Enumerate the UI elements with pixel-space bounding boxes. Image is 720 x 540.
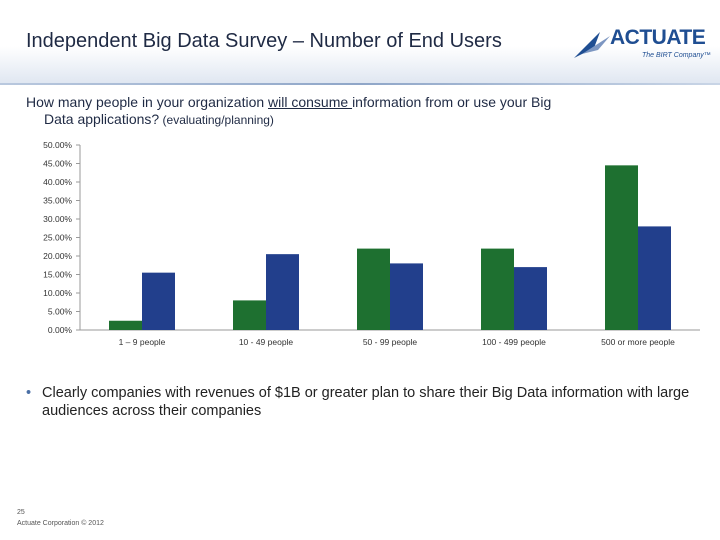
bar <box>390 263 423 330</box>
x-category-label: 1 – 9 people <box>119 337 166 347</box>
bullet-dot-icon: • <box>26 385 32 401</box>
bar <box>638 226 671 330</box>
logo-wordmark: ACTUATE <box>610 26 706 49</box>
x-category-label: 100 - 499 people <box>482 337 546 347</box>
y-tick-label: 20.00% <box>43 251 72 261</box>
footer-copyright: Actuate Corporation © 2012 <box>17 520 104 527</box>
bullet-point: • Clearly companies with revenues of $1B… <box>26 384 696 420</box>
y-tick-label: 40.00% <box>43 177 72 187</box>
question-pre: How many people in your organization <box>26 94 269 110</box>
y-tick-label: 30.00% <box>43 214 72 224</box>
y-tick-label: 10.00% <box>43 288 72 298</box>
question-underlined: will consume <box>268 94 353 110</box>
y-tick-label: 25.00% <box>43 233 72 243</box>
bar <box>514 267 547 330</box>
header-rule <box>0 83 720 85</box>
header-band <box>0 0 720 84</box>
y-tick-label: 15.00% <box>43 270 72 280</box>
bar <box>357 248 390 330</box>
question-post: information from or use your Big <box>352 94 552 110</box>
bar <box>481 248 514 330</box>
y-tick-label: 35.00% <box>43 196 72 206</box>
bar-chart: 0.00% 5.00% 10.00% 15.00% 20.00% 25.00% 30.00%… <box>43 140 700 347</box>
x-category-label: 50 - 99 people <box>363 337 418 347</box>
slide-title: Independent Big Data Survey – Number of … <box>26 30 502 52</box>
bar <box>109 320 142 330</box>
y-tick-label: 45.00% <box>43 159 72 169</box>
x-category-label: 10 - 49 people <box>239 337 294 347</box>
question-line2: Data applications? <box>44 111 160 127</box>
y-tick-label: 0.00% <box>48 325 73 335</box>
x-category-label: 500 or more people <box>601 337 675 347</box>
logo-tagline: The BIRT Company™ <box>642 52 711 59</box>
bullet-text: Clearly companies with revenues of $1B o… <box>42 385 690 419</box>
logo-swoosh-icon <box>574 32 610 58</box>
y-tick-label: 5.00% <box>48 307 73 317</box>
bar <box>142 272 175 330</box>
bar <box>605 165 638 330</box>
actuate-logo: ACTUATE The BIRT Company™ <box>572 22 714 68</box>
page-number: 25 <box>17 509 25 516</box>
survey-question: How many people in your organization wil… <box>26 94 686 129</box>
question-note: (evaluating/planning) <box>159 113 274 127</box>
bar <box>266 254 299 330</box>
bar <box>233 300 266 330</box>
y-tick-label: 50.00% <box>43 140 72 150</box>
